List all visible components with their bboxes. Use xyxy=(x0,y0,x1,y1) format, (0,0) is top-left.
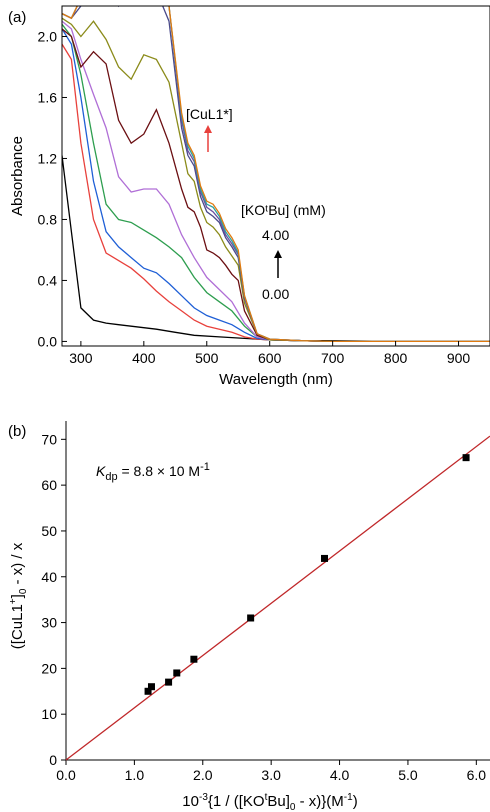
titrant-max-label: 4.00 xyxy=(262,227,289,243)
titrant-label: [KOᵗBu] (mM) xyxy=(241,202,326,218)
y-tick-label: 10 xyxy=(41,706,57,722)
x-tick-label: 300 xyxy=(69,350,93,366)
data-point xyxy=(190,655,198,663)
data-point xyxy=(147,683,155,691)
x-tick-label: 500 xyxy=(195,350,219,366)
panel-b-x-ticks: 0.0 1.0 2.0 3.0 4.0 5.0 6.0 xyxy=(56,760,486,783)
x-tick-label: 800 xyxy=(384,350,408,366)
panel-b: (b) 0.0 1.0 2.0 3.0 4.0 5.0 6.0 0 10 20 30 40 50 60 7… xyxy=(8,421,490,812)
spectrum-line-10 xyxy=(62,6,490,343)
titrant-min-label: 0.00 xyxy=(262,286,289,302)
y-tick-label: 40 xyxy=(41,569,57,585)
y-tick-label: 1.2 xyxy=(38,150,58,166)
panel-a-x-ticks: 300 400 500 600 700 800 900 xyxy=(69,341,470,366)
panel-b-label: (b) xyxy=(8,423,26,440)
data-point xyxy=(247,614,255,622)
panel-b-y-axis-label: ([CuL1+]0 - x) / x xyxy=(8,542,29,649)
panel-b-y-ticks: 0 10 20 30 40 50 60 70 xyxy=(41,431,66,768)
data-point xyxy=(173,669,181,677)
y-tick-label: 0.8 xyxy=(38,211,58,227)
y-tick-label: 1.6 xyxy=(38,89,58,105)
x-tick-label: 400 xyxy=(132,350,156,366)
y-tick-label: 0 xyxy=(49,752,57,768)
panel-a: (a) 300 400 500 600 700 800 900 0.0 0.4 0.8 1.2 1.… xyxy=(8,5,490,388)
panel-b-fit-line xyxy=(65,435,490,761)
panel-b-axes xyxy=(65,421,490,761)
fit-line xyxy=(65,435,490,761)
x-tick-label: 3.0 xyxy=(261,767,281,783)
x-tick-label: 2.0 xyxy=(193,767,213,783)
x-tick-label: 700 xyxy=(321,350,345,366)
panel-a-x-axis-label: Wavelength (nm) xyxy=(219,371,333,388)
species-arrow-head xyxy=(204,125,212,133)
panel-a-y-ticks: 0.0 0.4 0.8 1.2 1.6 2.0 xyxy=(38,28,67,349)
data-point xyxy=(165,678,173,686)
data-point xyxy=(462,454,470,462)
x-tick-label: 900 xyxy=(447,350,471,366)
y-tick-label: 70 xyxy=(41,431,57,447)
data-point xyxy=(144,687,152,695)
data-point xyxy=(321,554,329,562)
x-tick-label: 1.0 xyxy=(125,767,145,783)
titrant-arrow-head xyxy=(274,250,282,258)
x-tick-label: 600 xyxy=(258,350,282,366)
y-tick-label: 30 xyxy=(41,615,57,631)
spectrum-line-0 xyxy=(62,155,490,343)
panel-a-frame xyxy=(61,5,490,347)
x-tick-label: 5.0 xyxy=(398,767,418,783)
y-tick-label: 20 xyxy=(41,660,57,676)
y-tick-label: 0.0 xyxy=(38,333,58,349)
y-tick-label: 50 xyxy=(41,523,57,539)
y-tick-label: 2.0 xyxy=(38,28,58,44)
panel-a-series xyxy=(62,6,490,343)
y-tick-label: 60 xyxy=(41,477,57,493)
panel-a-label: (a) xyxy=(8,9,26,26)
x-tick-label: 0.0 xyxy=(56,767,76,783)
x-tick-label: 6.0 xyxy=(467,767,487,783)
y-tick-label: 0.4 xyxy=(38,272,58,288)
panel-b-points xyxy=(144,454,470,695)
panel-a-y-axis-label: Absorbance xyxy=(9,136,26,216)
kdp-annotation: Kdp = 8.8 × 10 M-1 xyxy=(96,461,210,483)
species-label: [CuL1*] xyxy=(186,106,233,122)
x-tick-label: 4.0 xyxy=(330,767,350,783)
panel-b-x-axis-label: 10-3{1 / ([KOtBu]0 - x)}(M-1) xyxy=(182,792,357,812)
